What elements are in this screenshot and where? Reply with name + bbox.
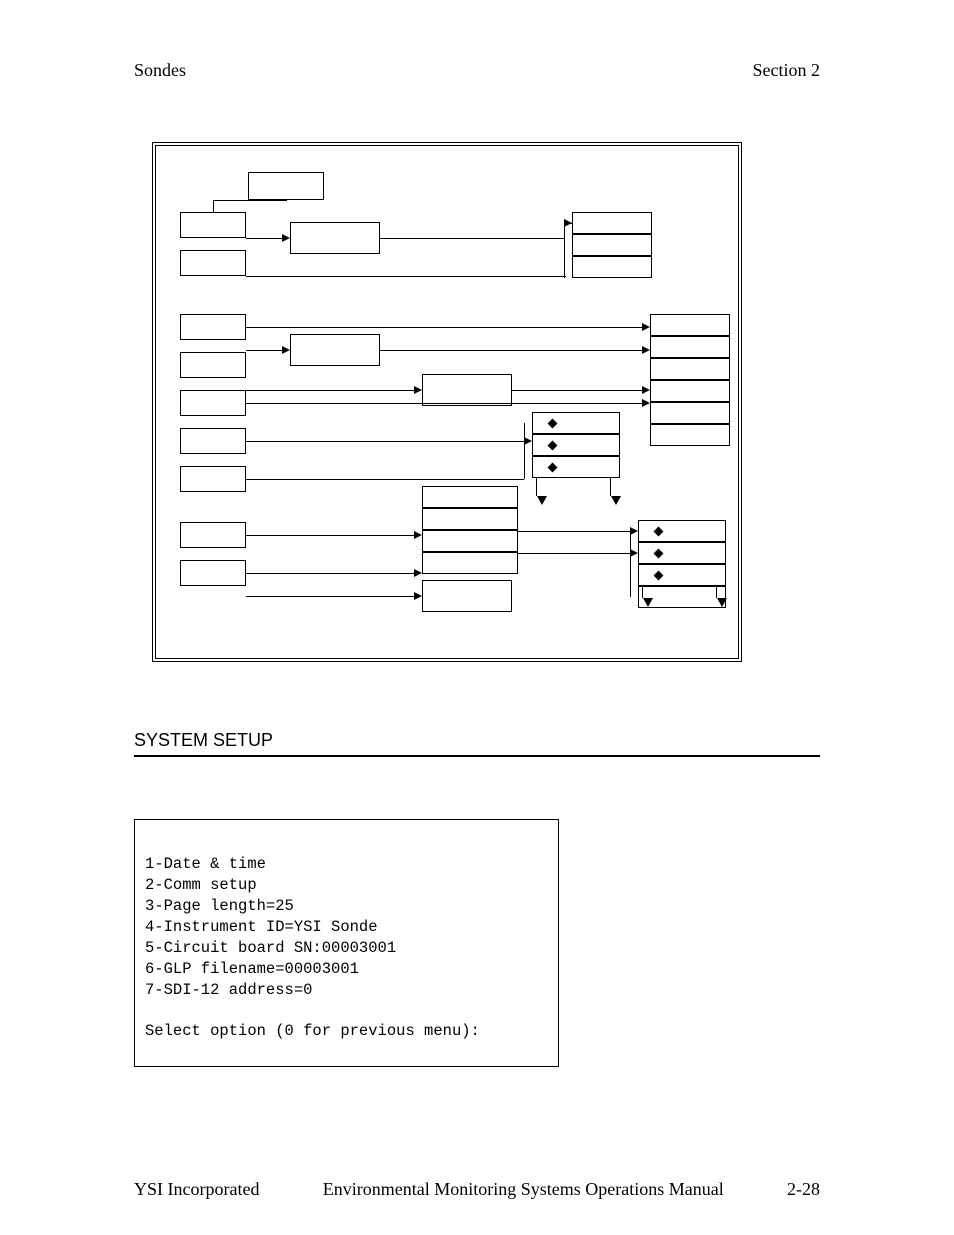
connector-line xyxy=(246,327,642,328)
flow-box xyxy=(290,222,380,254)
flow-box xyxy=(532,434,620,456)
flow-box xyxy=(180,250,246,276)
flow-box xyxy=(180,560,246,586)
flow-box xyxy=(290,334,380,366)
connector-line xyxy=(246,441,524,442)
arrow-right-icon xyxy=(642,386,650,394)
connector-line xyxy=(380,350,642,351)
flow-box xyxy=(650,402,730,424)
header-left: Sondes xyxy=(134,60,186,81)
flow-box xyxy=(422,486,518,508)
flow-box xyxy=(422,508,518,530)
connector-line xyxy=(630,531,631,597)
arrow-right-icon xyxy=(282,234,290,242)
flow-box xyxy=(650,336,730,358)
connector-line xyxy=(512,390,642,391)
connector-line xyxy=(246,390,414,391)
triangle-down-icon xyxy=(643,598,653,607)
triangle-down-icon xyxy=(537,496,547,505)
connector-line xyxy=(524,423,525,479)
flow-box xyxy=(180,314,246,340)
extension-line xyxy=(536,478,537,496)
flow-box xyxy=(532,456,620,478)
connector-line xyxy=(518,531,630,532)
flow-box xyxy=(180,390,246,416)
flow-box xyxy=(572,234,652,256)
section-heading: SYSTEM SETUP xyxy=(134,730,820,757)
connector-line xyxy=(518,553,630,554)
connector-line xyxy=(213,200,214,212)
flow-box xyxy=(248,172,324,200)
arrow-right-icon xyxy=(564,219,572,227)
connector-line xyxy=(246,535,414,536)
flow-box xyxy=(180,522,246,548)
arrow-right-icon xyxy=(414,531,422,539)
header-right: Section 2 xyxy=(753,60,821,81)
arrow-right-icon xyxy=(282,346,290,354)
arrow-right-icon xyxy=(630,527,638,535)
flow-box xyxy=(638,542,726,564)
arrow-right-icon xyxy=(642,323,650,331)
flow-box xyxy=(422,374,512,406)
flow-box xyxy=(638,520,726,542)
flow-box xyxy=(650,380,730,402)
arrow-right-icon xyxy=(414,569,422,577)
flow-box xyxy=(180,428,246,454)
triangle-down-icon xyxy=(611,496,621,505)
connector-line xyxy=(213,200,287,201)
connector-line xyxy=(246,573,414,574)
footer-company: YSI Incorporated xyxy=(134,1179,259,1200)
triangle-down-icon xyxy=(717,598,727,607)
arrow-right-icon xyxy=(642,346,650,354)
extension-line xyxy=(716,586,717,598)
flow-box xyxy=(422,530,518,552)
extension-line xyxy=(610,478,611,496)
flow-box xyxy=(180,212,246,238)
flow-box xyxy=(180,352,246,378)
flowchart-diagram xyxy=(152,142,742,662)
flow-box xyxy=(650,424,730,446)
arrow-right-icon xyxy=(414,592,422,600)
arrow-right-icon xyxy=(642,399,650,407)
arrow-right-icon xyxy=(414,386,422,394)
footer-title: Environmental Monitoring Systems Operati… xyxy=(323,1179,724,1200)
connector-line xyxy=(246,276,566,277)
footer-page: 2-28 xyxy=(787,1179,820,1200)
flow-box xyxy=(422,552,518,574)
system-setup-menu: 1-Date & time 2-Comm setup 3-Page length… xyxy=(134,819,559,1067)
connector-line xyxy=(246,350,282,351)
connector-line xyxy=(380,238,564,239)
arrow-right-icon xyxy=(524,437,532,445)
connector-line xyxy=(246,238,282,239)
flow-box xyxy=(638,564,726,586)
flow-box xyxy=(180,466,246,492)
connector-line xyxy=(246,596,414,597)
connector-line xyxy=(564,223,565,278)
connector-line xyxy=(246,403,642,404)
flow-box xyxy=(572,212,652,234)
arrow-right-icon xyxy=(630,549,638,557)
flow-box xyxy=(650,314,730,336)
extension-line xyxy=(642,586,643,598)
flow-box xyxy=(572,256,652,278)
flow-box xyxy=(422,580,512,612)
flow-box xyxy=(650,358,730,380)
connector-line xyxy=(246,479,524,480)
flow-box xyxy=(532,412,620,434)
